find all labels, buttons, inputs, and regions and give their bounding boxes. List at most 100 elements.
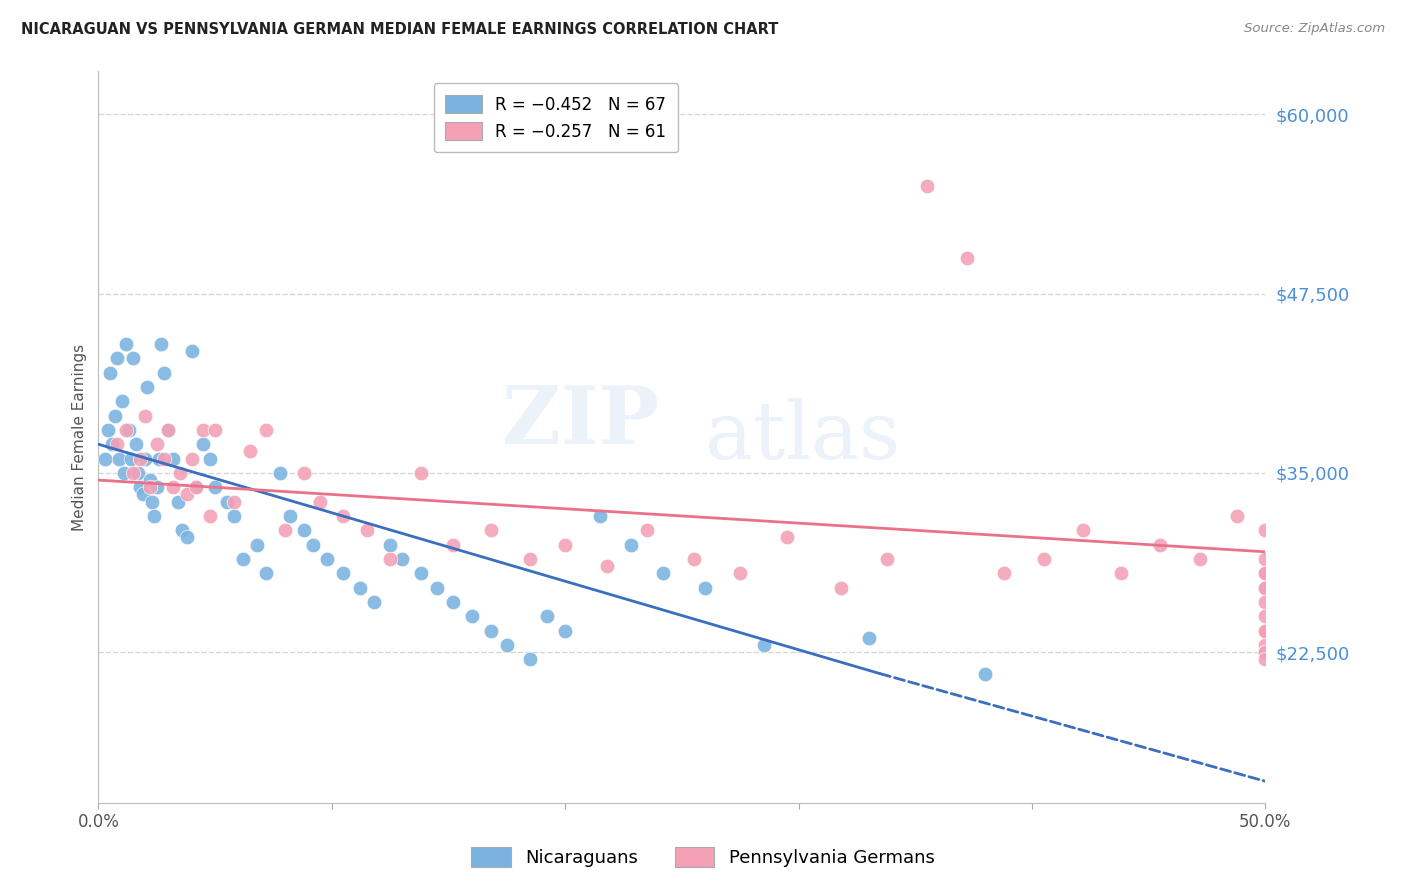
Point (134, 451, 156, 466)
Point (1109, 566, 1132, 581)
Point (461, 609, 484, 624)
Point (302, 538, 325, 552)
Point (98, 366, 121, 380)
Point (111, 394, 134, 409)
Point (426, 581, 449, 595)
Point (94, 451, 117, 466)
Point (222, 508, 245, 523)
Point (730, 566, 752, 581)
Point (1254, 645, 1277, 659)
Point (150, 336, 173, 351)
Point (162, 451, 184, 466)
Point (858, 631, 880, 645)
Point (1254, 595, 1277, 609)
Point (1032, 552, 1054, 566)
Point (363, 595, 385, 609)
Point (776, 531, 799, 545)
Point (554, 624, 576, 638)
Point (1254, 581, 1277, 595)
Point (682, 552, 704, 566)
Point (1254, 524, 1277, 538)
Point (222, 494, 245, 508)
Point (409, 466, 432, 480)
Point (752, 638, 775, 652)
Point (274, 524, 297, 538)
Point (139, 480, 162, 494)
Point (1254, 552, 1277, 566)
Point (97, 423, 120, 437)
Point (169, 466, 191, 480)
Point (105, 437, 128, 451)
Point (105, 351, 128, 366)
Point (122, 466, 145, 480)
Text: atlas: atlas (706, 398, 900, 476)
Point (636, 524, 658, 538)
Point (554, 538, 576, 552)
Point (391, 552, 413, 566)
Point (278, 508, 301, 523)
Point (193, 423, 215, 437)
Point (441, 595, 464, 609)
Point (876, 552, 898, 566)
Point (349, 581, 371, 595)
Point (129, 480, 152, 494)
Point (652, 566, 675, 581)
Point (134, 409, 156, 423)
Point (256, 566, 278, 581)
Point (152, 451, 174, 466)
Point (127, 466, 149, 480)
Point (269, 466, 291, 480)
Point (1226, 508, 1249, 523)
Point (1254, 624, 1277, 638)
Point (496, 638, 519, 652)
Point (115, 336, 138, 351)
Point (166, 494, 188, 508)
Point (104, 409, 127, 423)
Point (204, 423, 226, 437)
Point (180, 451, 202, 466)
Point (695, 581, 717, 595)
Point (246, 538, 269, 552)
Text: NICARAGUAN VS PENNSYLVANIA GERMAN MEDIAN FEMALE EARNINGS CORRELATION CHART: NICARAGUAN VS PENNSYLVANIA GERMAN MEDIAN… (21, 22, 779, 37)
Point (1189, 552, 1212, 566)
Point (186, 480, 208, 494)
Point (1254, 638, 1277, 652)
Point (596, 559, 619, 574)
Point (830, 581, 852, 595)
Point (101, 437, 124, 451)
Point (1073, 524, 1095, 538)
Point (479, 524, 502, 538)
Point (316, 552, 339, 566)
Point (108, 451, 131, 466)
Point (120, 451, 142, 466)
Point (143, 508, 166, 523)
Point (292, 524, 315, 538)
Point (176, 487, 198, 501)
Point (356, 524, 378, 538)
Point (1254, 652, 1277, 666)
Point (519, 552, 541, 566)
Point (1149, 538, 1171, 552)
Point (1254, 566, 1277, 581)
Point (332, 566, 354, 581)
Point (157, 423, 180, 437)
Point (519, 652, 541, 666)
Point (146, 480, 169, 494)
Point (256, 423, 278, 437)
Point (215, 494, 238, 508)
Point (112, 466, 135, 480)
Point (148, 451, 170, 466)
Point (409, 566, 432, 581)
Y-axis label: Median Female Earnings: Median Female Earnings (72, 343, 87, 531)
Point (180, 344, 202, 359)
Point (915, 179, 938, 194)
Point (1254, 566, 1277, 581)
Point (380, 552, 402, 566)
Point (139, 473, 162, 487)
Point (193, 437, 215, 451)
Point (380, 538, 402, 552)
Point (1254, 645, 1277, 659)
Point (974, 666, 997, 681)
Point (619, 538, 641, 552)
Point (292, 466, 315, 480)
